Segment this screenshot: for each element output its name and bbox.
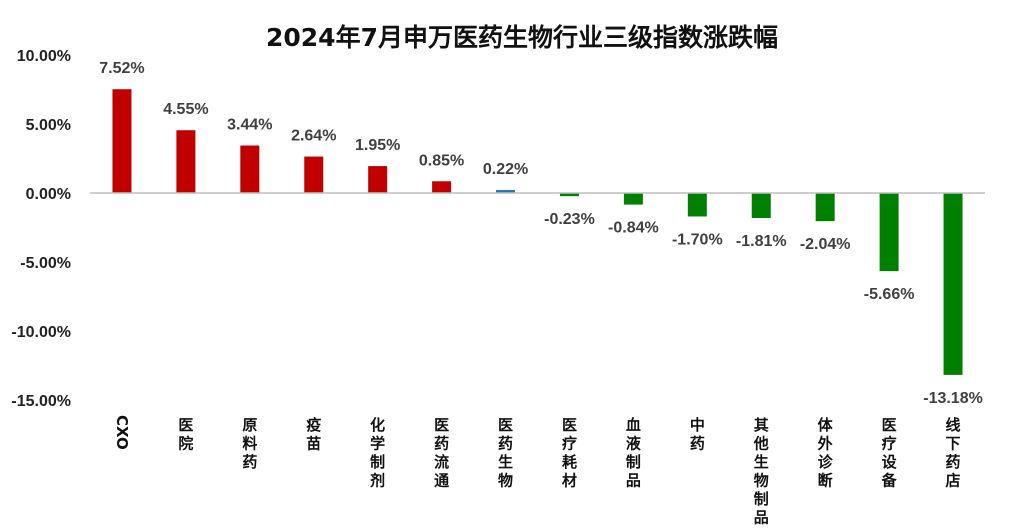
- data-label: -0.84%: [608, 220, 659, 237]
- category-label: 体外诊断: [817, 416, 834, 490]
- data-label: -13.18%: [923, 390, 983, 407]
- data-label: 0.85%: [419, 152, 464, 169]
- bar-2: [240, 145, 260, 193]
- bars: [112, 89, 963, 375]
- bar-12: [879, 193, 899, 272]
- bar-4: [368, 166, 388, 193]
- y-tick-label: -15.00%: [11, 393, 71, 410]
- bar-1: [176, 130, 196, 193]
- data-label: -5.66%: [864, 286, 915, 303]
- data-label: -0.23%: [544, 211, 595, 228]
- y-tick-label: 0.00%: [26, 186, 71, 203]
- data-label: -1.70%: [672, 231, 723, 248]
- data-label: 1.95%: [355, 137, 400, 154]
- data-label: 3.44%: [227, 117, 272, 134]
- category-label: 疫苗: [306, 416, 321, 453]
- bar-8: [623, 193, 643, 205]
- data-label: 0.22%: [483, 161, 528, 178]
- category-label: 医药生物: [498, 416, 513, 490]
- category-label: CXO: [113, 415, 131, 450]
- data-label: 7.52%: [99, 60, 144, 77]
- data-label: 4.55%: [163, 101, 208, 118]
- bar-9: [687, 193, 707, 217]
- bar-0: [112, 89, 132, 193]
- category-label: 医院: [178, 416, 193, 453]
- y-tick-label: -5.00%: [20, 255, 71, 272]
- y-tick-label: -10.00%: [11, 324, 71, 341]
- category-label: 中药: [690, 416, 705, 453]
- category-label: 线下药店: [946, 416, 961, 490]
- bar-3: [304, 156, 324, 193]
- bar-13: [943, 193, 963, 375]
- chart-title: 2024年7月申万医药生物行业三级指数涨跌幅: [266, 23, 778, 52]
- bar-6: [496, 189, 516, 193]
- bar-7: [559, 193, 579, 197]
- y-tick-label: 10.00%: [17, 48, 71, 65]
- category-label: 其他生物制品: [753, 416, 769, 527]
- bar-10: [751, 193, 771, 218]
- data-label: -1.81%: [736, 233, 787, 250]
- data-label: 2.64%: [291, 128, 336, 145]
- category-label: 医疗耗材: [562, 416, 577, 490]
- y-tick-label: 5.00%: [26, 117, 71, 134]
- y-axis: 10.00% 5.00% 0.00% -5.00% -10.00% -15.00%: [11, 48, 71, 410]
- category-labels: CXO 医院 原料药 疫苗 化学制剂 医药流通 医药生物 医疗耗材 血液制品 中药 其他生物制品 体外…: [113, 415, 961, 527]
- data-labels: 7.52% 4.55% 3.44% 2.64% 1.95% 0.85% 0.22% -0.23…: [99, 60, 983, 407]
- category-label: 医疗设备: [881, 416, 898, 490]
- bar-5: [432, 181, 452, 193]
- category-label: 原料药: [242, 416, 257, 471]
- category-label: 医药流通: [434, 416, 449, 490]
- data-label: -2.04%: [800, 236, 851, 253]
- bar-11: [815, 193, 835, 222]
- category-label: 化学制剂: [370, 416, 385, 490]
- category-label: 血液制品: [626, 416, 642, 490]
